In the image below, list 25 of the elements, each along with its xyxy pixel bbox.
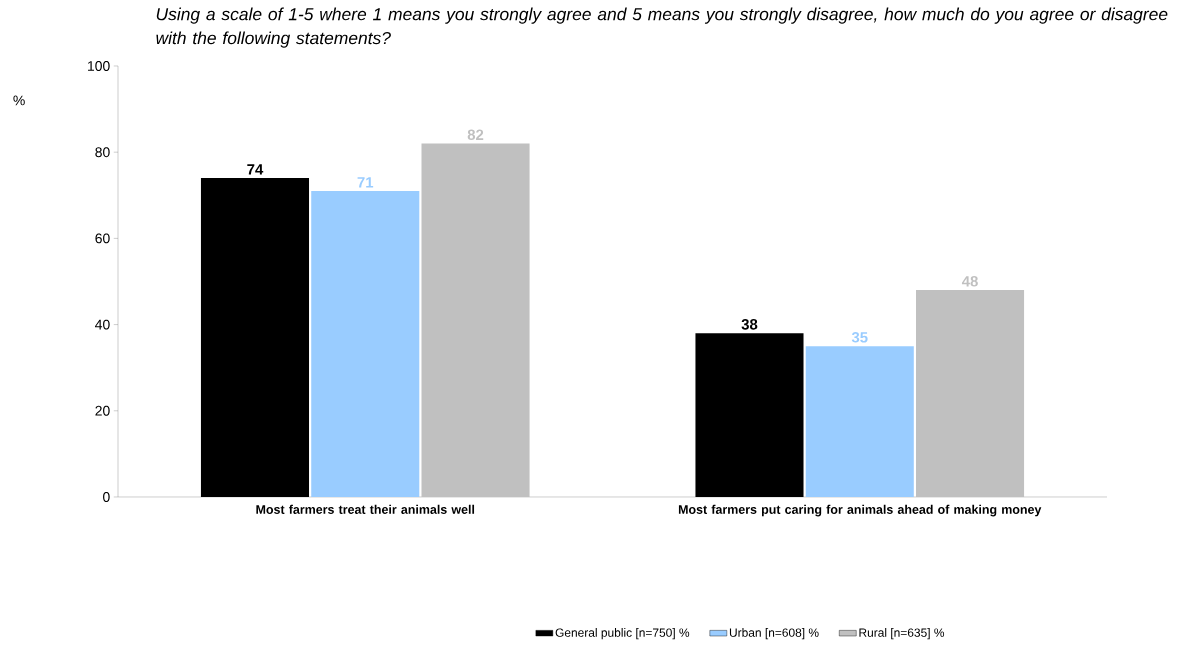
y-axis-title: % <box>13 95 25 106</box>
legend-label: Rural [n=635] % <box>859 628 945 640</box>
bar <box>200 178 310 497</box>
x-tick-label: Most farmers put caring for animals ahead of making money <box>678 504 1042 517</box>
chart-title: Using a scale of 1-5 where 1 means you strongly agree and 5 means you strongly disagree, how much do you agree or disagree with the following statements? <box>156 7 1168 48</box>
legend-label: Urban [n=608] % <box>729 628 819 640</box>
bar <box>916 290 1025 497</box>
bar <box>421 143 530 497</box>
y-tick-label: 100 <box>88 61 110 71</box>
y-tick-label: 0 <box>103 492 110 502</box>
data-label: 71 <box>357 177 374 188</box>
bar <box>695 333 804 497</box>
data-label: 74 <box>247 164 264 175</box>
y-tick-label: 60 <box>95 233 110 244</box>
data-label: 35 <box>851 332 868 343</box>
y-tick-label: 40 <box>95 319 110 330</box>
data-label: 48 <box>961 276 978 287</box>
x-tick-label: Most farmers treat their animals well <box>256 504 475 514</box>
data-label: 38 <box>741 319 758 330</box>
y-tick-label: 80 <box>95 147 110 158</box>
bar <box>311 190 420 497</box>
y-tick-label: 20 <box>95 405 110 416</box>
bar <box>805 346 914 497</box>
data-label: 82 <box>467 129 484 141</box>
legend-label: General public [n=750] % <box>555 628 690 640</box>
